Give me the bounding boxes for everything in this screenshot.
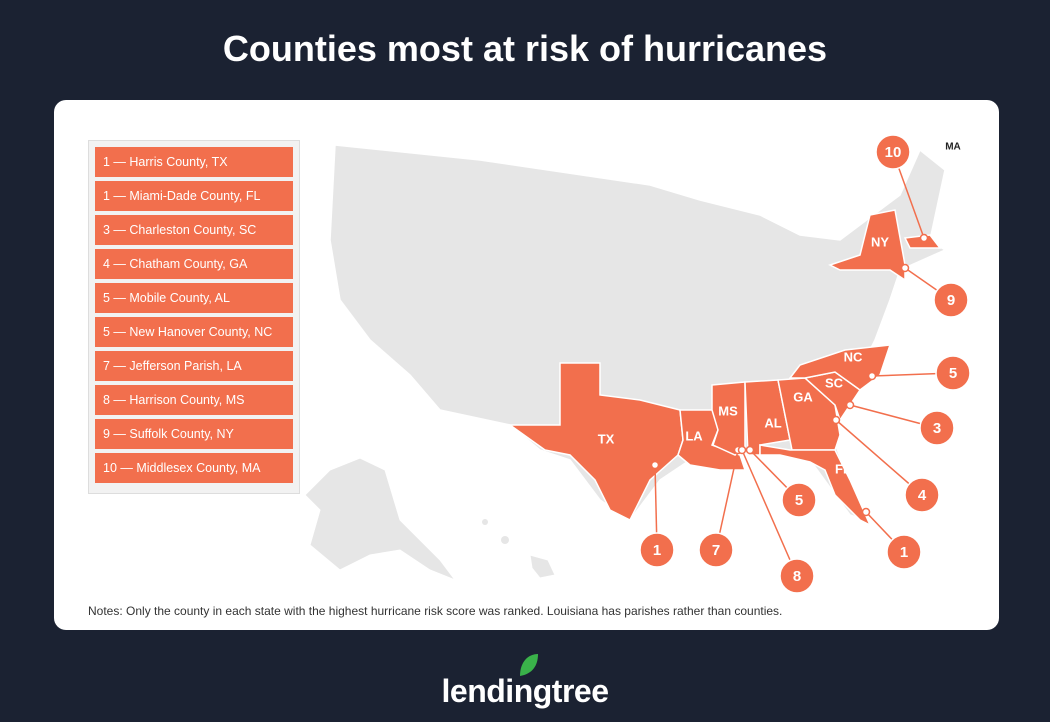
legend-item: 9 — Suffolk County, NY bbox=[95, 419, 293, 449]
state-shape bbox=[759, 444, 872, 527]
marker-rank: 8 bbox=[793, 568, 801, 585]
legend-item: 8 — Harrison County, MS bbox=[95, 385, 293, 415]
hawaii-island bbox=[501, 536, 509, 544]
marker-rank: 5 bbox=[795, 492, 803, 509]
marker-rank: 1 bbox=[653, 542, 661, 559]
logo-leaf bbox=[519, 654, 538, 676]
marker-badge bbox=[935, 355, 971, 391]
marker-connector bbox=[835, 419, 923, 496]
state-label: AL bbox=[764, 415, 781, 430]
state-label: NY bbox=[871, 234, 889, 249]
marker-rank: 9 bbox=[947, 292, 955, 309]
marker-dot bbox=[900, 263, 910, 273]
marker-rank: 1 bbox=[900, 544, 908, 561]
state-label: NC bbox=[844, 349, 863, 364]
marker-badge bbox=[933, 282, 969, 318]
marker-dot bbox=[867, 371, 877, 381]
title: Counties most at risk of hurricanes bbox=[222, 28, 828, 69]
marker-rank: 4 bbox=[918, 487, 927, 504]
marker-badge bbox=[698, 532, 734, 568]
legend-item: 3 — Charleston County, SC bbox=[95, 215, 293, 245]
marker-dot bbox=[831, 415, 841, 425]
marker-badge bbox=[919, 410, 955, 446]
legend-item: 7 — Jefferson Parish, LA bbox=[95, 351, 293, 381]
marker-dot bbox=[845, 400, 855, 410]
marker-badge bbox=[639, 532, 675, 568]
marker-dot bbox=[737, 445, 747, 455]
state-label: MS bbox=[718, 403, 738, 418]
state-shape bbox=[711, 381, 746, 456]
legend: 1 — Harris County, TX 1 — Miami-Dade Coun… bbox=[88, 140, 300, 494]
legend-item: 1 — Miami-Dade County, FL bbox=[95, 181, 293, 211]
hawaii-island bbox=[482, 519, 488, 525]
marker-badge bbox=[875, 134, 911, 170]
legend-item: 1 — Harris County, TX bbox=[95, 147, 293, 177]
state-shape bbox=[507, 362, 684, 522]
card: TX LA MS AL GA SC NC FL NY MA 1 7 8 5 4 3 5 1 9 10 1 — Har… bbox=[54, 100, 999, 630]
marker-badge bbox=[781, 482, 817, 518]
state-label: MA bbox=[945, 142, 961, 153]
marker-dot bbox=[745, 445, 755, 455]
marker-connector bbox=[741, 449, 798, 577]
state-label: LA bbox=[685, 428, 703, 443]
state-label: TX bbox=[598, 431, 615, 446]
brand-name: lendingtree bbox=[441, 673, 609, 709]
marker-dot bbox=[919, 233, 929, 243]
brand-logo: lendingtree bbox=[0, 654, 1050, 710]
legend-item: 10 — Middlesex County, MA bbox=[95, 453, 293, 483]
state-label: GA bbox=[793, 389, 813, 404]
state-label: FL bbox=[835, 461, 851, 476]
legend-item: 4 — Chatham County, GA bbox=[95, 249, 293, 279]
marker-rank: 5 bbox=[949, 365, 957, 382]
hawaii bbox=[529, 554, 556, 579]
notes: Notes: Only the county in each state wit… bbox=[88, 604, 783, 618]
marker-dot bbox=[861, 507, 871, 517]
marker-rank: 7 bbox=[712, 542, 720, 559]
marker-badge bbox=[904, 477, 940, 513]
marker-dot bbox=[650, 460, 660, 470]
legend-item: 5 — Mobile County, AL bbox=[95, 283, 293, 313]
marker-rank: 3 bbox=[933, 420, 941, 437]
legend-item: 5 — New Hanover County, NC bbox=[95, 317, 293, 347]
state-label: SC bbox=[825, 375, 844, 390]
marker-badge bbox=[779, 558, 815, 594]
alaska bbox=[304, 457, 457, 582]
marker-rank: 10 bbox=[885, 144, 902, 161]
marker-badge bbox=[886, 534, 922, 570]
